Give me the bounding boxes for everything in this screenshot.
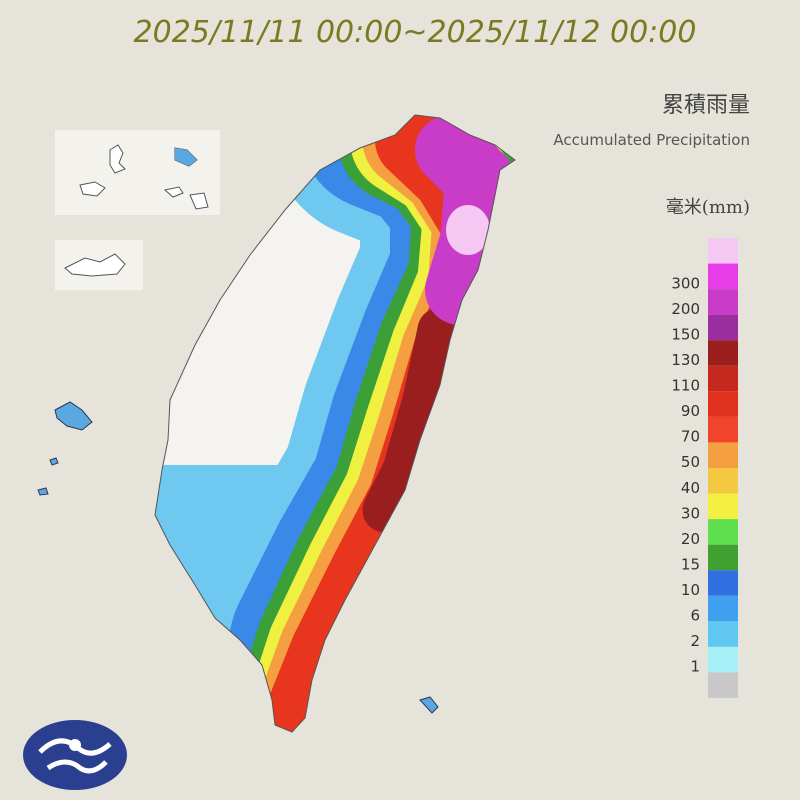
legend-label: 300 — [671, 274, 700, 292]
legend-label: 15 — [681, 555, 700, 573]
island-outline — [154, 114, 516, 733]
logo — [23, 720, 127, 790]
orchid-island — [419, 696, 439, 714]
inset-islands — [37, 130, 220, 496]
legend-swatch — [708, 340, 738, 366]
legend-swatch — [708, 544, 738, 571]
legend-label: 50 — [681, 453, 700, 471]
legend-swatch — [708, 238, 738, 264]
legend-label: 20 — [681, 530, 700, 548]
legend-title: 累積雨量 — [662, 93, 750, 118]
legend: 300 200 150 130 110 90 70 50 40 30 20 15 10 6 2 1 — [671, 238, 738, 698]
legend-swatch — [708, 365, 738, 392]
legend-label: 130 — [671, 351, 700, 369]
legend-swatch — [708, 646, 738, 673]
legend-swatch — [708, 519, 738, 545]
legend-label: 1 — [690, 658, 700, 676]
legend-swatch — [708, 621, 738, 647]
legend-swatch — [708, 570, 738, 596]
legend-swatch — [708, 442, 738, 468]
legend-swatch — [708, 391, 738, 417]
legend-label: 200 — [671, 300, 700, 318]
legend-label: 40 — [681, 479, 700, 497]
legend-label: 70 — [681, 428, 700, 446]
legend-swatch — [708, 314, 738, 341]
title: 2025/11/11 00:00~2025/11/12 00:00 — [134, 15, 697, 50]
legend-unit: 毫米(mm) — [666, 197, 750, 218]
legend-label: 90 — [681, 402, 700, 420]
legend-swatch — [708, 493, 738, 520]
legend-label: 30 — [681, 504, 700, 522]
legend-swatch — [708, 263, 738, 290]
legend-swatch — [708, 416, 738, 443]
legend-swatch — [708, 289, 738, 315]
legend-label: 150 — [671, 325, 700, 343]
legend-label: 6 — [690, 607, 700, 625]
legend-label: 110 — [671, 377, 700, 395]
legend-swatch — [708, 672, 738, 698]
legend-swatch — [708, 468, 738, 494]
legend-label: 10 — [681, 581, 700, 599]
legend-label: 2 — [690, 632, 700, 650]
legend-swatch — [708, 595, 738, 622]
legend-subtitle: Accumulated Precipitation — [553, 131, 750, 149]
